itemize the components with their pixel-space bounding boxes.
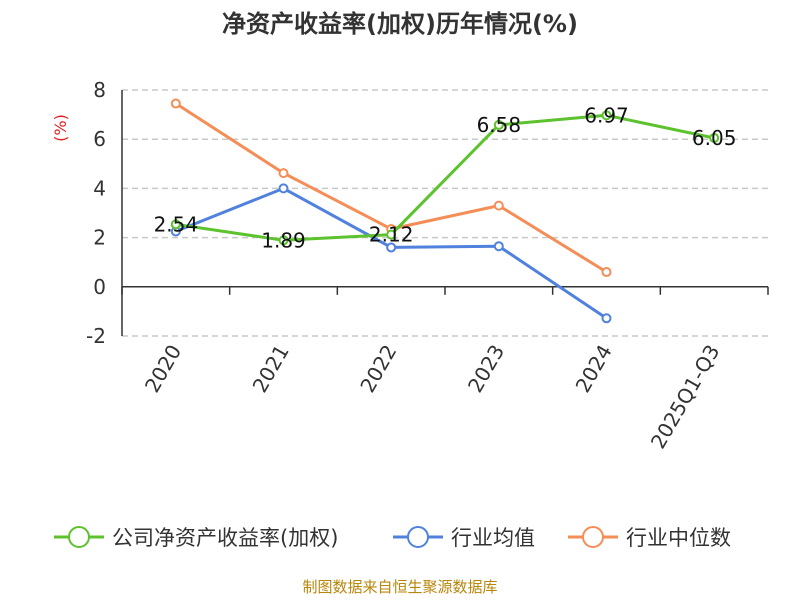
series-point-0[interactable] [170, 219, 181, 230]
data-label: 2.12 [369, 223, 414, 247]
series-line-1 [175, 186, 608, 320]
y-axis-label: (%) [51, 114, 70, 142]
series-point-2[interactable] [170, 98, 181, 109]
series-line-0 [175, 113, 715, 242]
legend-item-1[interactable]: 行业均值 [393, 526, 535, 550]
grid-lines [122, 89, 768, 337]
series-point-1[interactable] [601, 313, 612, 324]
data-label: 6.05 [692, 126, 737, 150]
y-tick-label: 8 [93, 78, 106, 102]
x-tick-label: 2025Q1-Q3 [646, 341, 725, 453]
series-point-0[interactable] [709, 132, 720, 143]
y-tick-label: 0 [93, 275, 106, 299]
axes: 8 6 4 2 0 -2 2020 2021 2022 2023 2024 2025Q1-Q3 [86, 78, 769, 453]
series-point-0[interactable] [601, 110, 612, 121]
series-point-0[interactable] [278, 235, 289, 246]
chart-title: 净资产收益率(加权)历年情况(%) [222, 10, 578, 38]
data-label: 2.54 [154, 212, 199, 236]
y-tick-label: 2 [93, 226, 106, 250]
series-point-2[interactable] [601, 267, 612, 278]
series-point-2[interactable] [493, 200, 504, 211]
y-tick-label: 6 [93, 127, 106, 151]
data-labels: 2.54 1.89 2.12 6.58 6.97 6.05 [154, 103, 737, 252]
x-tick-label: 2021 [248, 341, 294, 397]
legend-circle-icon [68, 526, 90, 548]
legend-label: 行业中位数 [626, 526, 731, 550]
x-tick-label: 2024 [571, 341, 617, 397]
legend-item-2[interactable]: 行业中位数 [568, 526, 731, 550]
x-tick-label: 2020 [140, 341, 186, 397]
legend-label: 公司净资产收益率(加权) [112, 526, 338, 550]
series-point-0[interactable] [493, 119, 504, 130]
y-tick-label: 4 [93, 176, 106, 200]
y-tick-label: -2 [86, 324, 106, 348]
source-note: 制图数据来自恒生聚源数据库 [302, 578, 497, 596]
series-lines [170, 98, 720, 324]
legend-item-0[interactable]: 公司净资产收益率(加权) [54, 526, 338, 550]
series-point-0[interactable] [386, 229, 397, 240]
data-label: 6.97 [584, 103, 629, 127]
series-point-1[interactable] [493, 241, 504, 252]
data-label: 6.58 [477, 113, 522, 137]
data-label: 1.89 [261, 228, 306, 252]
x-tick-label: 2022 [355, 341, 401, 397]
series-point-1[interactable] [386, 242, 397, 253]
legend[interactable]: 公司净资产收益率(加权) 行业均值 行业中位数 [54, 526, 731, 550]
series-point-2[interactable] [278, 168, 289, 179]
legend-circle-icon [407, 526, 429, 548]
series-point-1[interactable] [278, 183, 289, 194]
legend-circle-icon [582, 526, 604, 548]
legend-label: 行业均值 [451, 526, 535, 550]
x-tick-label: 2023 [463, 341, 509, 397]
